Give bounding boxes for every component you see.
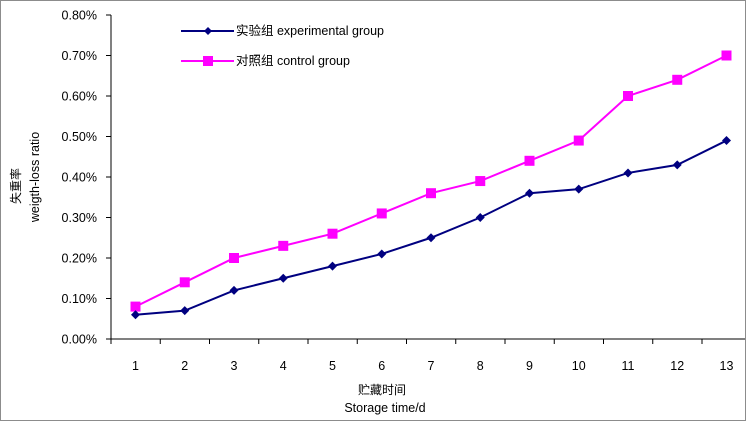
x-tick-label: 7 bbox=[428, 359, 435, 373]
data-point-experimental bbox=[623, 168, 633, 178]
x-tick-label: 11 bbox=[622, 359, 635, 373]
data-point-control bbox=[475, 176, 486, 187]
data-point-experimental bbox=[525, 188, 534, 198]
data-point-control bbox=[130, 301, 141, 312]
x-tick-label: 9 bbox=[526, 359, 533, 373]
x-tick-label: 2 bbox=[181, 359, 188, 373]
data-point-experimental bbox=[278, 273, 288, 283]
y-tick-label: 0.50% bbox=[62, 130, 97, 144]
series-line-control bbox=[135, 54, 727, 308]
data-point-experimental bbox=[328, 261, 337, 271]
x-tick-label: 13 bbox=[720, 359, 734, 373]
y-axis-title-zh: 失重率 bbox=[8, 168, 23, 204]
data-point-experimental bbox=[180, 306, 190, 316]
y-tick-label: 0.00% bbox=[62, 333, 97, 347]
legend-item-experimental: 实验组 experimental group bbox=[181, 23, 384, 38]
x-ticks: 1 2 3 4 5 6 7 8 9 10 11 12 13 bbox=[110, 339, 734, 373]
x-tick-label: 3 bbox=[231, 359, 238, 373]
data-point-experimental bbox=[131, 310, 140, 320]
data-point-control bbox=[327, 228, 338, 239]
data-point-experimental bbox=[475, 213, 485, 222]
data-point-experimental bbox=[426, 233, 436, 243]
x-tick-label: 4 bbox=[280, 359, 287, 373]
y-tick-label: 0.30% bbox=[62, 211, 97, 225]
data-point-control bbox=[426, 188, 436, 199]
x-axis-title-en: Storage time/d bbox=[344, 401, 425, 415]
x-tick-label: 10 bbox=[572, 359, 586, 373]
legend-marker-control bbox=[203, 56, 213, 66]
x-tick-label: 12 bbox=[670, 359, 684, 373]
series bbox=[130, 50, 732, 320]
y-tick-label: 0.10% bbox=[62, 292, 97, 306]
data-point-control bbox=[672, 74, 683, 85]
y-axis-title-en: weigth-loss ratio bbox=[28, 132, 42, 223]
y-tick-label: 0.70% bbox=[62, 49, 97, 63]
data-point-experimental bbox=[574, 184, 584, 194]
data-point-control bbox=[721, 50, 732, 61]
legend-item-control: 对照组 control group bbox=[181, 54, 350, 68]
y-tick-label: 0.20% bbox=[62, 252, 97, 266]
legend-label-control: 对照组 control group bbox=[236, 54, 350, 68]
y-tick-label: 0.60% bbox=[62, 90, 97, 104]
x-tick-label: 5 bbox=[329, 359, 336, 373]
data-point-control bbox=[524, 155, 535, 166]
data-point-experimental bbox=[229, 285, 239, 295]
x-axis-title-zh: 贮藏时间 bbox=[358, 382, 406, 397]
data-point-control bbox=[179, 277, 190, 288]
x-tick-label: 1 bbox=[132, 359, 139, 373]
data-point-control bbox=[573, 135, 584, 146]
y-ticks: 0.00% 0.10% 0.20% 0.30% 0.40% 0.50% 0.60% 0.70%… bbox=[62, 9, 111, 347]
legend-marker-experimental bbox=[204, 27, 212, 35]
x-tick-label: 6 bbox=[378, 359, 385, 373]
legend: 实验组 experimental group 对照组 control group bbox=[181, 23, 384, 68]
data-point-control bbox=[229, 253, 239, 263]
data-point-experimental bbox=[722, 136, 731, 146]
legend-label-experimental: 实验组 experimental group bbox=[236, 23, 384, 38]
y-tick-label: 0.80% bbox=[62, 9, 97, 23]
data-point-experimental bbox=[377, 249, 387, 259]
data-point-control bbox=[376, 208, 387, 219]
data-point-control bbox=[623, 91, 633, 101]
data-point-control bbox=[278, 240, 289, 251]
y-tick-label: 0.40% bbox=[62, 171, 97, 185]
x-axis-title: 贮藏时间 Storage time/d bbox=[344, 382, 425, 415]
series-line-experimental bbox=[135, 139, 727, 316]
y-axis-title: 失重率 weigth-loss ratio bbox=[8, 132, 42, 223]
x-tick-label: 8 bbox=[477, 359, 484, 373]
data-point-experimental bbox=[672, 160, 682, 170]
